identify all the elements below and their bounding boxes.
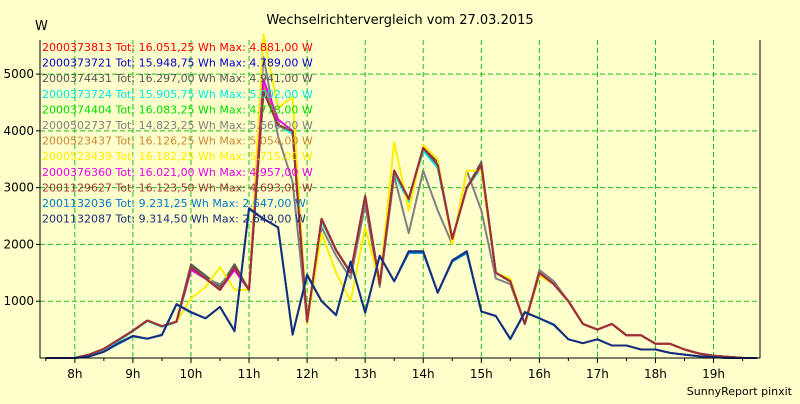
series-line-2001132087 [45, 207, 758, 359]
series-line-2001129627 [45, 90, 758, 359]
x-tick-label: 11h [238, 367, 261, 381]
chart-title: Wechselrichtervergleich vom 27.03.2015 [266, 13, 533, 28]
x-tick-label: 13h [354, 367, 377, 381]
x-tick-label: 18h [644, 367, 667, 381]
y-tick-label: 5000 [3, 67, 34, 81]
legend-entry-2000523437: 2000523437 Tot: 16.126,25 Wh Max: 5.054,… [42, 135, 313, 148]
footer-credit: SunnyReport pinxit [687, 385, 793, 398]
axes: 1000 2000 3000 4000 5000 8h 9h 10h 11h 12h 13h 14h 1… [3, 40, 761, 381]
series-lines [45, 33, 758, 359]
legend-entry-2000373724: 2000373724 Tot: 15.905,75 Wh Max: 5.002,… [42, 88, 313, 101]
y-tick-label: 3000 [3, 181, 34, 195]
x-tick-label: 17h [586, 367, 609, 381]
y-tick-label: 1000 [3, 294, 34, 308]
x-tick-label: 10h [180, 367, 203, 381]
y-axis-unit-label: W [35, 19, 48, 34]
x-tick-label: 12h [296, 367, 319, 381]
legend-entry-2000374404: 2000374404 Tot: 16.083,25 Wh Max: 4.778,… [42, 103, 313, 116]
x-tick-label: 16h [528, 367, 551, 381]
legend-entry-2001132087: 2001132087 Tot: 9.314,50 Wh Max: 2.649,0… [42, 213, 306, 226]
legend-entry-2000373813: 2000373813 Tot: 16.051,25 Wh Max: 4.881,… [42, 41, 313, 54]
legend-entry-2000523439: 2000523439 Tot: 16.182,25 Wh Max: 5.715,… [42, 150, 313, 163]
legend-entry-2001132036: 2001132036 Tot: 9.231,25 Wh Max: 2.647,0… [42, 197, 306, 210]
x-tick-label: 14h [412, 367, 435, 381]
legend-entry-2000374431: 2000374431 Tot: 16.297,00 Wh Max: 4.941,… [42, 72, 313, 85]
legend: 2000373813 Tot: 16.051,25 Wh Max: 4.881,… [42, 41, 313, 226]
legend-entry-2000373721: 2000373721 Tot: 15.948,75 Wh Max: 4.789,… [42, 57, 313, 70]
x-tick-label: 19h [702, 367, 725, 381]
x-tick-label: 8h [67, 367, 82, 381]
legend-entry-2001129627: 2001129627 Tot: 16.123,50 Wh Max: 4.693,… [42, 181, 313, 194]
grid-lines [40, 40, 760, 358]
y-tick-label: 4000 [3, 124, 34, 138]
x-tick-label: 9h [125, 367, 140, 381]
x-tick-label: 15h [470, 367, 493, 381]
legend-entry-2000376360: 2000376360 Tot: 16.021,00 Wh Max: 4.957,… [42, 166, 313, 179]
legend-entry-2000502737: 2000502737 Tot: 14.823,25 Wh Max: 5.660,… [42, 119, 313, 132]
y-tick-label: 2000 [3, 237, 34, 251]
